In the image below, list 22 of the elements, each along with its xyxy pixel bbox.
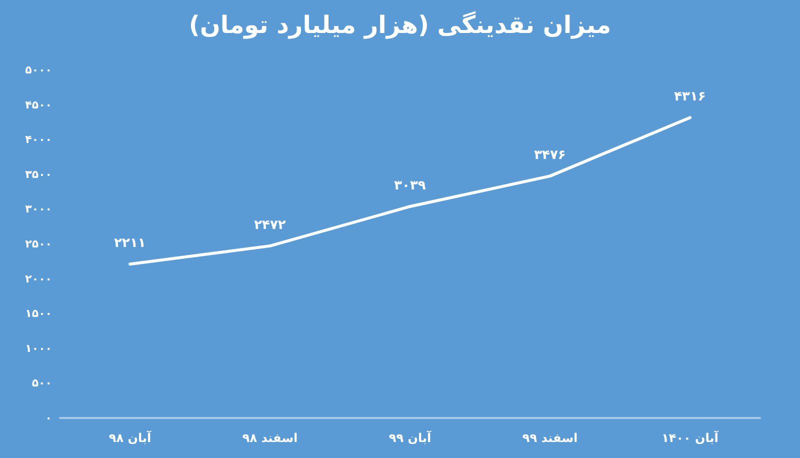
y-tick-label: ۵۰۰۰ — [25, 64, 52, 76]
y-tick-label: ۱۰۰۰ — [25, 342, 52, 355]
x-tick-label: اسفند ۹۸ — [242, 431, 298, 445]
y-tick-label: ۰ — [45, 412, 52, 424]
data-label: ۳۰۳۹ — [394, 178, 426, 194]
y-tick-label: ۲۵۰۰ — [25, 238, 52, 250]
data-label: ۲۲۱۱ — [114, 236, 146, 252]
x-tick-label: اسفند ۹۹ — [522, 431, 578, 445]
y-tick-label: ۳۰۰۰ — [25, 202, 52, 216]
data-label: ۴۳۱۶ — [674, 90, 706, 105]
data-label: ۳۴۷۶ — [534, 148, 566, 164]
chart-title: میزان نقدینگی (هزار میلیارد تومان) — [188, 11, 612, 39]
data-label: ۲۴۷۲ — [254, 218, 286, 233]
x-tick-label: آبان ۹۹ — [388, 430, 432, 445]
x-tick-label: آبان ۱۴۰۰ — [662, 430, 720, 445]
y-tick-label: ۱۵۰۰ — [25, 307, 52, 320]
y-tick-label: ۳۵۰۰ — [25, 168, 52, 181]
y-tick-label: ۴۵۰۰ — [25, 98, 52, 112]
y-tick-label: ۴۰۰۰ — [25, 133, 52, 146]
y-tick-label: ۵۰۰ — [32, 376, 52, 390]
x-tick-label: آبان ۹۸ — [108, 430, 152, 445]
y-tick-label: ۲۰۰۰ — [25, 272, 52, 286]
